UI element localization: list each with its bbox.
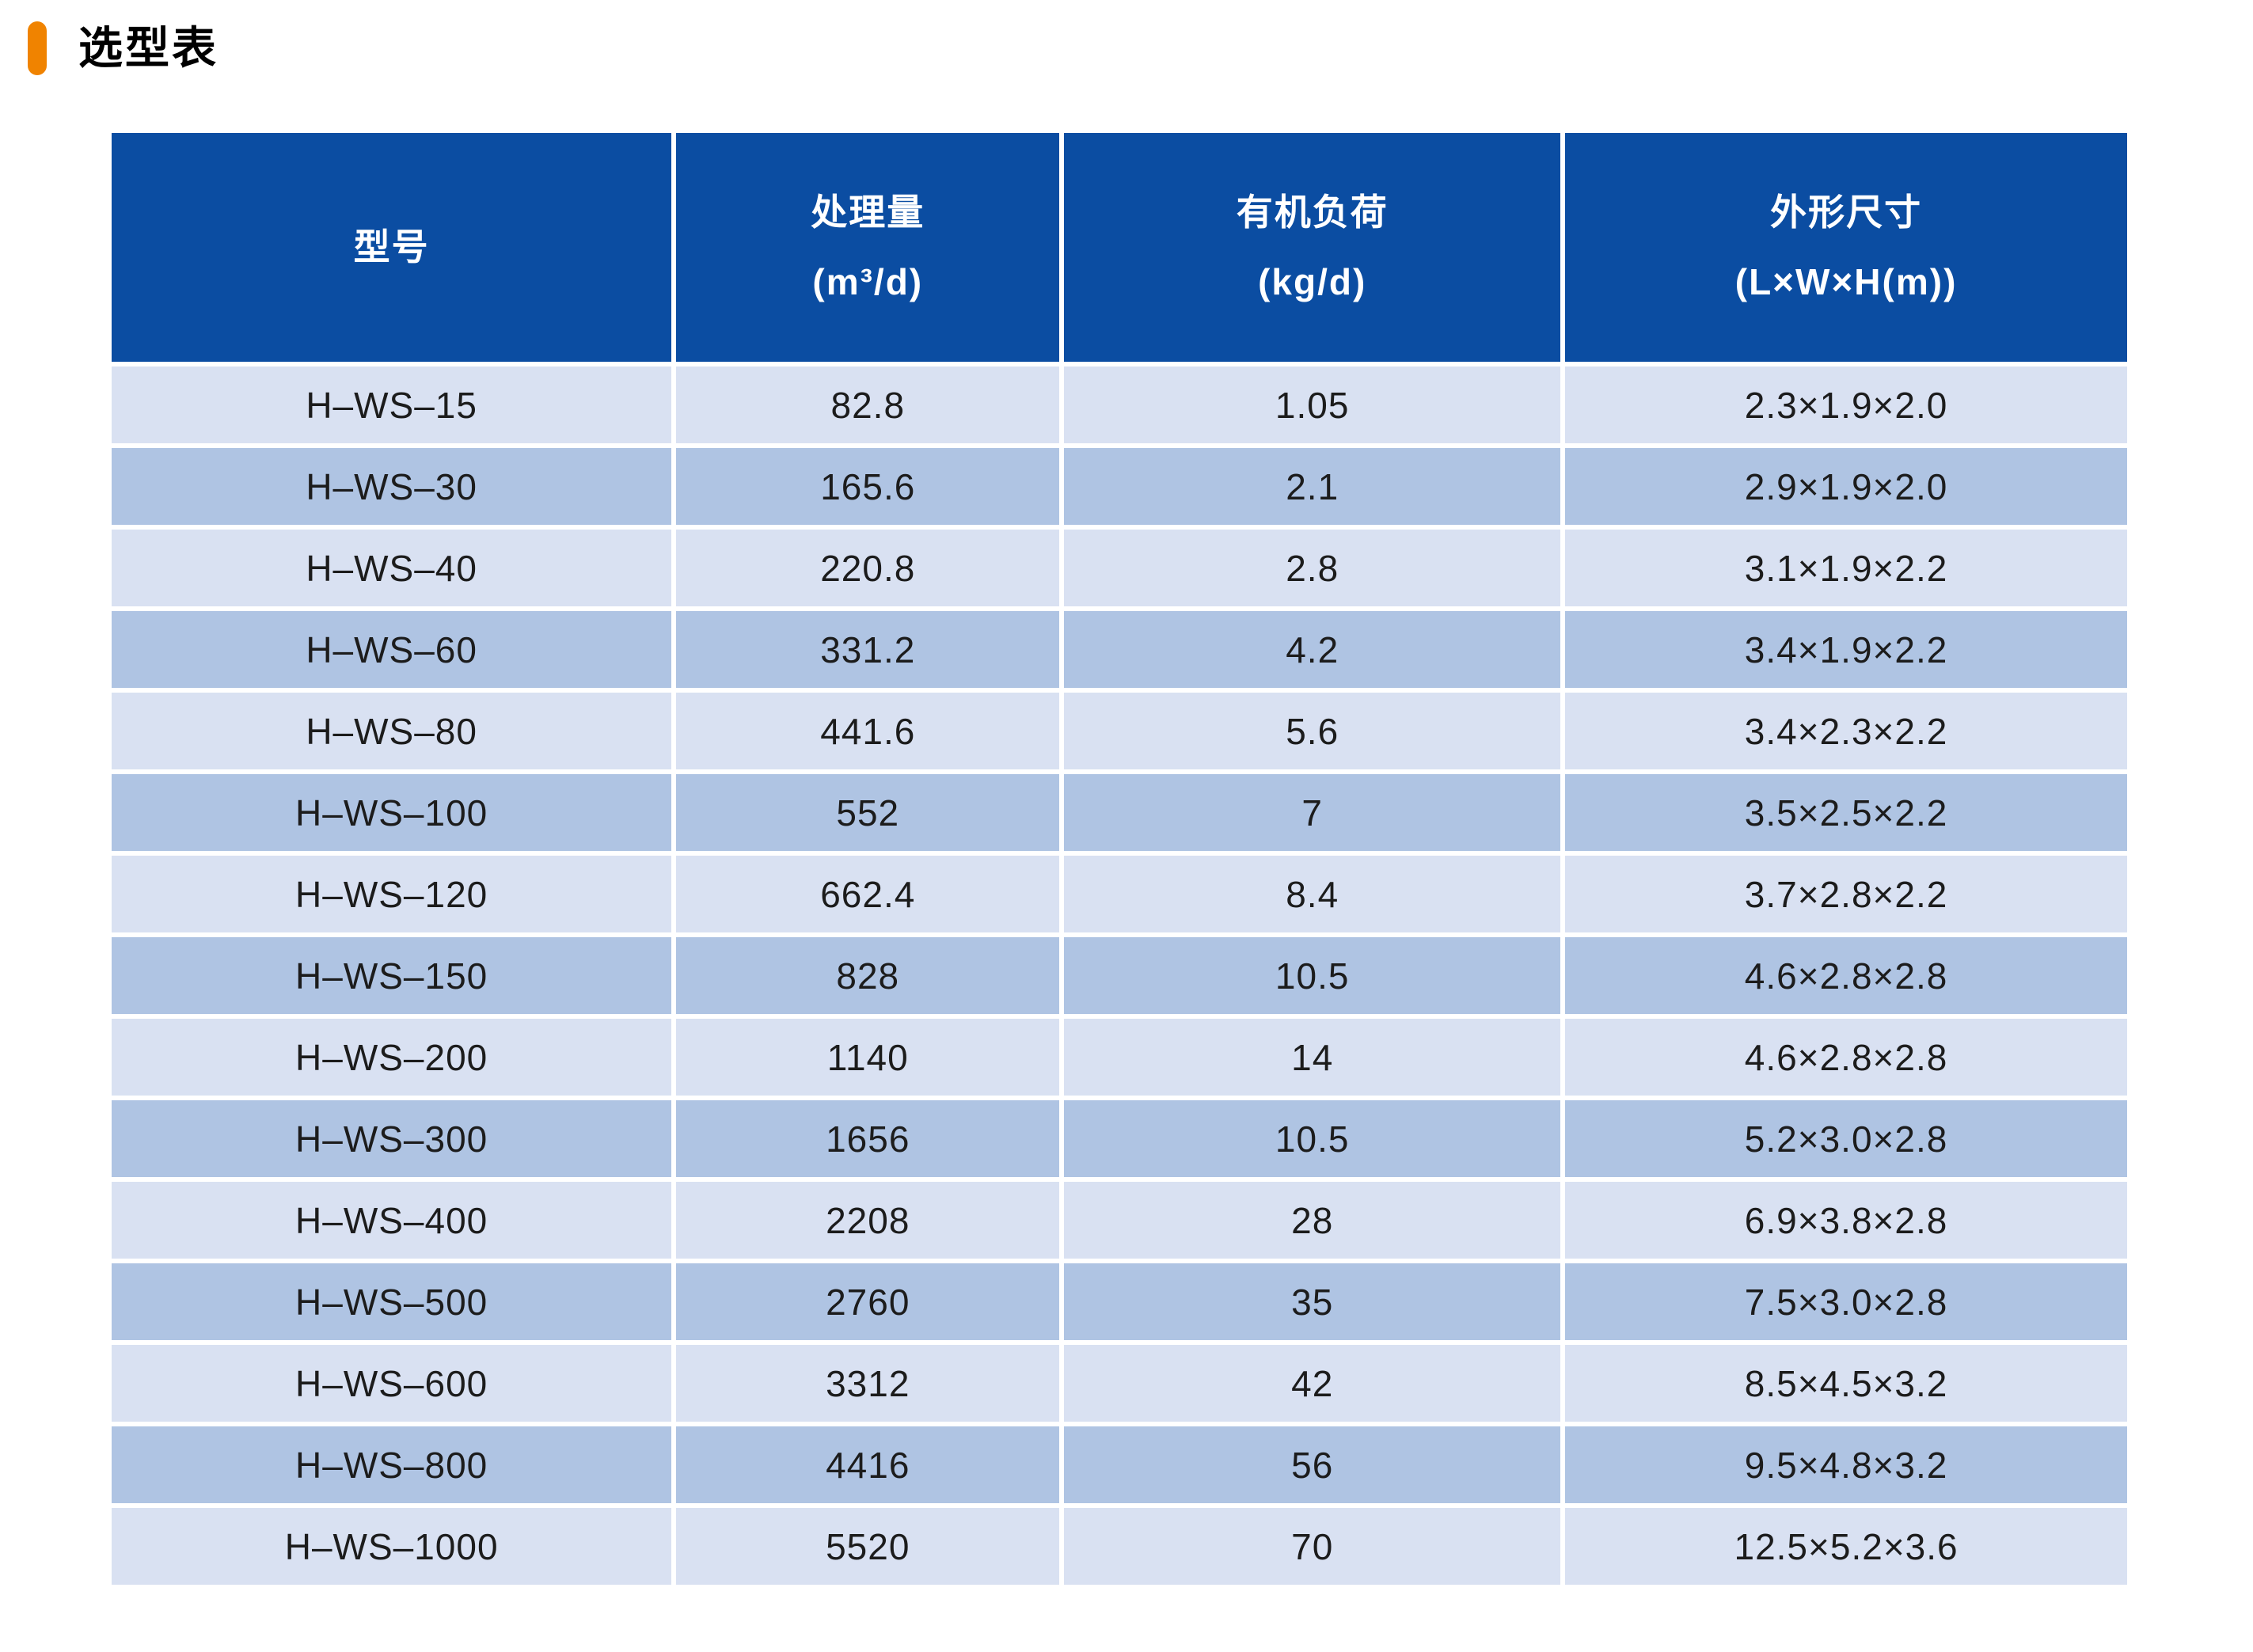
dimensions-cell: 4.6×2.8×2.8 xyxy=(1560,932,2132,1019)
organic-load-cell: 2.8 xyxy=(1059,525,1566,611)
dimensions-cell: 3.4×2.3×2.2 xyxy=(1560,688,2132,774)
table-row: H–WS–150 828 10.5 4.6×2.8×2.8 xyxy=(106,932,2132,1019)
header-dimensions-label: 外形尺寸 xyxy=(1770,191,1923,233)
model-cell: H–WS–30 xyxy=(106,443,677,530)
model-cell: H–WS–500 xyxy=(106,1259,677,1345)
organic-load-cell: 14 xyxy=(1059,1014,1566,1100)
selection-table-container: 型号 处理量 (m³/d) 有机负荷 (kg/d) 外形尺寸 (L×W×H(m)… xyxy=(106,128,2132,1589)
dimensions-cell: 4.6×2.8×2.8 xyxy=(1560,1014,2132,1100)
model-cell: H–WS–200 xyxy=(106,1014,677,1100)
dimensions-cell: 2.9×1.9×2.0 xyxy=(1560,443,2132,530)
capacity-cell: 1140 xyxy=(671,1014,1065,1100)
model-cell: H–WS–100 xyxy=(106,769,677,856)
organic-load-cell: 10.5 xyxy=(1059,1096,1566,1182)
capacity-cell: 828 xyxy=(671,932,1065,1019)
model-cell: H–WS–120 xyxy=(106,851,677,937)
table-header: 型号 处理量 (m³/d) 有机负荷 (kg/d) 外形尺寸 (L×W×H(m)… xyxy=(106,128,2132,366)
model-cell: H–WS–40 xyxy=(106,525,677,611)
header-model: 型号 xyxy=(106,128,677,366)
table-body: H–WS–15 82.8 1.05 2.3×1.9×2.0 H–WS–30 16… xyxy=(106,362,2132,1589)
model-cell: H–WS–80 xyxy=(106,688,677,774)
organic-load-cell: 56 xyxy=(1059,1422,1566,1508)
organic-load-cell: 4.2 xyxy=(1059,606,1566,693)
model-cell: H–WS–15 xyxy=(106,362,677,448)
organic-load-cell: 42 xyxy=(1059,1340,1566,1426)
header-organic-load: 有机负荷 (kg/d) xyxy=(1059,128,1566,366)
capacity-cell: 331.2 xyxy=(671,606,1065,693)
organic-load-cell: 2.1 xyxy=(1059,443,1566,530)
model-cell: H–WS–300 xyxy=(106,1096,677,1182)
organic-load-cell: 35 xyxy=(1059,1259,1566,1345)
dimensions-cell: 7.5×3.0×2.8 xyxy=(1560,1259,2132,1345)
dimensions-cell: 9.5×4.8×3.2 xyxy=(1560,1422,2132,1508)
header-organic-load-label: 有机负荷 xyxy=(1236,191,1389,233)
header-capacity: 处理量 (m³/d) xyxy=(671,128,1065,366)
table-row: H–WS–300 1656 10.5 5.2×3.0×2.8 xyxy=(106,1096,2132,1182)
header-dimensions: 外形尺寸 (L×W×H(m)) xyxy=(1560,128,2132,366)
capacity-cell: 165.6 xyxy=(671,443,1065,530)
capacity-cell: 82.8 xyxy=(671,362,1065,448)
capacity-cell: 4416 xyxy=(671,1422,1065,1508)
model-cell: H–WS–400 xyxy=(106,1177,677,1263)
dimensions-cell: 3.1×1.9×2.2 xyxy=(1560,525,2132,611)
organic-load-cell: 10.5 xyxy=(1059,932,1566,1019)
organic-load-cell: 7 xyxy=(1059,769,1566,856)
dimensions-cell: 2.3×1.9×2.0 xyxy=(1560,362,2132,448)
table-row: H–WS–30 165.6 2.1 2.9×1.9×2.0 xyxy=(106,443,2132,530)
selection-table: 型号 处理量 (m³/d) 有机负荷 (kg/d) 外形尺寸 (L×W×H(m)… xyxy=(106,128,2132,1589)
capacity-cell: 3312 xyxy=(671,1340,1065,1426)
model-cell: H–WS–1000 xyxy=(106,1503,677,1589)
table-row: H–WS–120 662.4 8.4 3.7×2.8×2.2 xyxy=(106,851,2132,937)
table-row: H–WS–15 82.8 1.05 2.3×1.9×2.0 xyxy=(106,362,2132,448)
table-row: H–WS–80 441.6 5.6 3.4×2.3×2.2 xyxy=(106,688,2132,774)
organic-load-cell: 1.05 xyxy=(1059,362,1566,448)
table-row: H–WS–800 4416 56 9.5×4.8×3.2 xyxy=(106,1422,2132,1508)
dimensions-cell: 5.2×3.0×2.8 xyxy=(1560,1096,2132,1182)
model-cell: H–WS–150 xyxy=(106,932,677,1019)
dimensions-cell: 3.5×2.5×2.2 xyxy=(1560,769,2132,856)
dimensions-cell: 6.9×3.8×2.8 xyxy=(1560,1177,2132,1263)
capacity-cell: 5520 xyxy=(671,1503,1065,1589)
page-title: 选型表 xyxy=(78,23,218,73)
header-capacity-unit: (m³/d) xyxy=(812,260,924,302)
dimensions-cell: 3.4×1.9×2.2 xyxy=(1560,606,2132,693)
header-model-label: 型号 xyxy=(353,226,430,268)
header-dimensions-unit: (L×W×H(m)) xyxy=(1734,260,1958,302)
table-row: H–WS–500 2760 35 7.5×3.0×2.8 xyxy=(106,1259,2132,1345)
dimensions-cell: 8.5×4.5×3.2 xyxy=(1560,1340,2132,1426)
header-organic-load-unit: (kg/d) xyxy=(1258,260,1367,302)
table-row: H–WS–600 3312 42 8.5×4.5×3.2 xyxy=(106,1340,2132,1426)
table-row: H–WS–1000 5520 70 12.5×5.2×3.6 xyxy=(106,1503,2132,1589)
header-capacity-label: 处理量 xyxy=(811,191,925,233)
title-accent-bar-icon xyxy=(28,21,47,75)
organic-load-cell: 70 xyxy=(1059,1503,1566,1589)
dimensions-cell: 12.5×5.2×3.6 xyxy=(1560,1503,2132,1589)
capacity-cell: 662.4 xyxy=(671,851,1065,937)
header-row: 型号 处理量 (m³/d) 有机负荷 (kg/d) 外形尺寸 (L×W×H(m)… xyxy=(106,128,2132,366)
capacity-cell: 2208 xyxy=(671,1177,1065,1263)
table-row: H–WS–100 552 7 3.5×2.5×2.2 xyxy=(106,769,2132,856)
table-row: H–WS–60 331.2 4.2 3.4×1.9×2.2 xyxy=(106,606,2132,693)
model-cell: H–WS–60 xyxy=(106,606,677,693)
organic-load-cell: 8.4 xyxy=(1059,851,1566,937)
capacity-cell: 441.6 xyxy=(671,688,1065,774)
table-row: H–WS–200 1140 14 4.6×2.8×2.8 xyxy=(106,1014,2132,1100)
organic-load-cell: 5.6 xyxy=(1059,688,1566,774)
capacity-cell: 220.8 xyxy=(671,525,1065,611)
table-row: H–WS–400 2208 28 6.9×3.8×2.8 xyxy=(106,1177,2132,1263)
dimensions-cell: 3.7×2.8×2.2 xyxy=(1560,851,2132,937)
table-row: H–WS–40 220.8 2.8 3.1×1.9×2.2 xyxy=(106,525,2132,611)
model-cell: H–WS–600 xyxy=(106,1340,677,1426)
capacity-cell: 2760 xyxy=(671,1259,1065,1345)
capacity-cell: 1656 xyxy=(671,1096,1065,1182)
organic-load-cell: 28 xyxy=(1059,1177,1566,1263)
capacity-cell: 552 xyxy=(671,769,1065,856)
model-cell: H–WS–800 xyxy=(106,1422,677,1508)
page-header: 选型表 xyxy=(28,21,218,76)
